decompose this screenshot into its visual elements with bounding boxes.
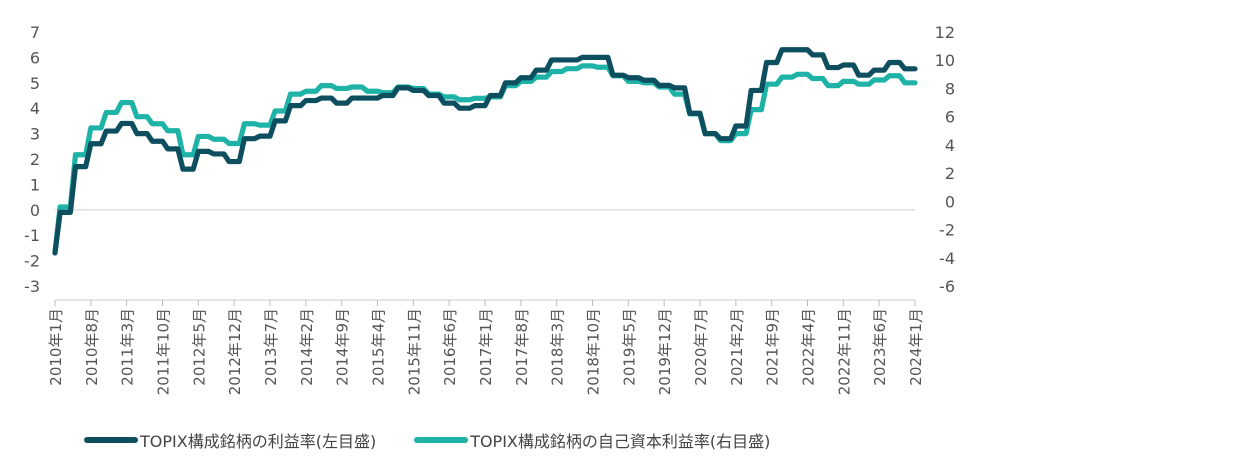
x-tick-label: 2010年8月 [83, 308, 101, 386]
x-tick-label: 2017年8月 [513, 308, 531, 386]
right-tick-label: -6 [939, 277, 955, 296]
x-tick-label: 2022年4月 [800, 308, 818, 386]
legend-item-roe: TOPIX構成銘柄の自己資本利益率(右目盛) [414, 428, 770, 452]
left-tick-label: 1 [30, 175, 40, 194]
x-tick-label: 2023年6月 [871, 308, 889, 386]
left-tick-label: 6 [30, 48, 40, 67]
x-tick-label: 2016年6月 [441, 308, 459, 386]
x-tick-label: 2022年11月 [835, 308, 853, 395]
legend-swatch-margin [84, 437, 138, 443]
left-tick-label: 2 [30, 150, 40, 169]
x-tick-label: 2014年2月 [298, 308, 316, 386]
left-tick-label: -3 [24, 277, 40, 296]
legend-label-roe: TOPIX構成銘柄の自己資本利益率(右目盛) [470, 432, 771, 451]
right-tick-label: 4 [945, 136, 955, 155]
x-tick-label: 2019年5月 [620, 308, 638, 386]
x-tick-label: 2015年11月 [405, 308, 423, 395]
x-tick-label: 2011年3月 [119, 308, 137, 386]
left-tick-label: 0 [30, 201, 40, 220]
right-tick-label: 12 [935, 23, 955, 42]
x-tick-label: 2010年1月 [47, 308, 65, 386]
left-tick-label: 4 [30, 99, 40, 118]
series-layer [52, 47, 918, 256]
x-tick-label: 2017年1月 [477, 308, 495, 386]
right-tick-label: 0 [945, 192, 955, 211]
x-tick-label: 2021年9月 [764, 308, 782, 386]
x-tick-label: 2018年10月 [585, 308, 603, 395]
x-tick-label: 2014年9月 [334, 308, 352, 386]
x-tick-label: 2015年4月 [370, 308, 388, 386]
right-tick-label: 10 [935, 51, 955, 70]
left-tick-label: -2 [24, 252, 40, 271]
right-y-axis: -6 -4 -2 0 2 4 6 8 10 12 [935, 23, 955, 296]
x-tick-label: 2018年3月 [549, 308, 567, 386]
right-tick-label: -2 [939, 221, 955, 240]
left-tick-label: -1 [24, 226, 40, 245]
right-tick-label: 8 [945, 79, 955, 98]
left-tick-label: 3 [30, 125, 40, 144]
right-tick-label: 6 [945, 108, 955, 127]
x-tick-label: 2012年5月 [190, 308, 208, 386]
right-tick-label: -4 [939, 249, 955, 268]
x-tick-label: 2020年7月 [692, 308, 710, 386]
legend: TOPIX構成銘柄の利益率(左目盛) TOPIX構成銘柄の自己資本利益率(右目盛… [84, 428, 808, 452]
x-tick-label: 2021年2月 [728, 308, 746, 386]
legend-item-margin: TOPIX構成銘柄の利益率(左目盛) [84, 428, 376, 452]
x-tick-label: 2011年10月 [155, 308, 173, 395]
left-y-axis: -3 -2 -1 0 1 2 3 4 5 6 7 [24, 23, 40, 296]
x-axis: 2010年1月 2010年8月 2011年3月 2011年10月 2012年5月 2012… [47, 299, 925, 395]
left-tick-label: 7 [30, 23, 40, 42]
x-tick-label: 2012年12月 [226, 308, 244, 395]
legend-label-margin: TOPIX構成銘柄の利益率(左目盛) [140, 432, 377, 451]
legend-swatch-roe [414, 437, 469, 443]
x-tick-label: 2013年7月 [262, 308, 280, 386]
x-tick-label: 2019年12月 [656, 308, 674, 395]
series-line-margin [52, 47, 918, 256]
series-line-roe [52, 63, 918, 255]
right-tick-label: 2 [945, 164, 955, 183]
x-tick-label: 2024年1月 [907, 308, 925, 386]
left-tick-label: 5 [30, 74, 40, 93]
